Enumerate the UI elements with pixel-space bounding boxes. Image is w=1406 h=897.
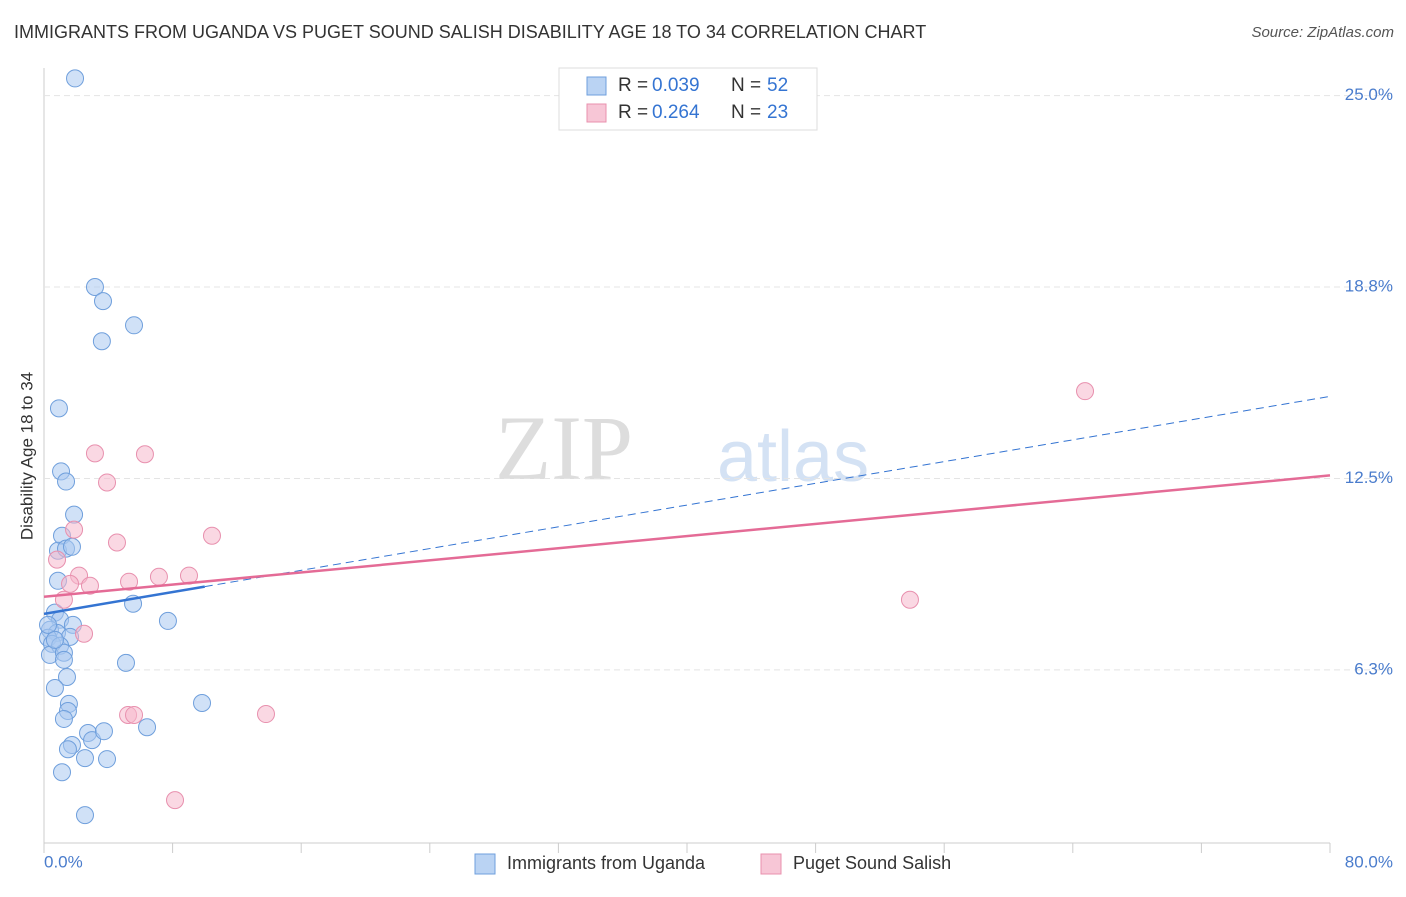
point (900, 590, 919, 609)
trend-line (43, 585, 205, 616)
point (65, 505, 84, 524)
chart-title: IMMIGRANTS FROM UGANDA VS PUGET SOUND SA… (14, 22, 926, 42)
point (66, 69, 85, 88)
x-tick-label: 0.0% (44, 852, 83, 871)
point (158, 611, 177, 630)
point (65, 520, 84, 539)
legend-label: Puget Sound Salish (793, 853, 951, 873)
y-tick-label: 6.3% (1354, 659, 1393, 678)
point (138, 718, 157, 737)
point (256, 705, 275, 724)
point (93, 292, 112, 311)
legend-label: R = (618, 102, 648, 123)
point (54, 709, 73, 728)
legend-swatch (474, 853, 496, 875)
point (94, 722, 113, 741)
point (120, 572, 139, 591)
point (57, 472, 76, 491)
watermark: ZIP (495, 397, 633, 499)
source: Source: ZipAtlas.com (1251, 24, 1394, 41)
point (92, 332, 111, 351)
point (45, 630, 64, 649)
y-tick-label: 18.8% (1345, 277, 1393, 296)
point (149, 567, 168, 586)
y-tick-label: 25.0% (1345, 85, 1393, 104)
legend-swatch (586, 103, 607, 123)
point (98, 750, 117, 769)
legend-swatch (760, 853, 782, 875)
legend-swatch (586, 76, 607, 96)
point (61, 574, 80, 593)
point (166, 791, 185, 810)
point (49, 399, 68, 418)
point (75, 749, 94, 768)
y-axis-label: Disability Age 18 to 34 (17, 372, 36, 540)
legend-label: N = (731, 102, 761, 123)
legend-label: N = (731, 75, 761, 96)
point (125, 705, 144, 724)
point (45, 679, 64, 697)
point (85, 444, 104, 463)
point (39, 615, 58, 634)
point (107, 533, 126, 552)
trend-line (43, 474, 1331, 598)
watermark: atlas (717, 417, 869, 497)
legend-value: 0.264 (652, 102, 700, 123)
point (125, 316, 144, 335)
legend-value: 23 (767, 102, 788, 123)
point (58, 740, 77, 759)
y-tick-label: 12.5% (1345, 468, 1393, 487)
point (75, 806, 94, 825)
point (75, 624, 94, 643)
point (62, 537, 81, 556)
point (57, 667, 76, 686)
legend-value: 0.039 (652, 75, 700, 96)
point (54, 650, 73, 669)
point (1076, 382, 1095, 401)
trend-line (204, 395, 1331, 588)
point (135, 445, 154, 464)
point (193, 694, 212, 713)
point (85, 278, 104, 297)
x-tick-label: 80.0% (1345, 852, 1393, 871)
point (98, 473, 117, 492)
legend-label: R = (618, 75, 648, 96)
point (53, 763, 72, 782)
legend-value: 52 (767, 75, 788, 96)
point (116, 653, 135, 672)
point (48, 550, 67, 569)
point (80, 576, 99, 595)
legend-label: Immigrants from Uganda (507, 853, 706, 873)
point (202, 526, 221, 545)
